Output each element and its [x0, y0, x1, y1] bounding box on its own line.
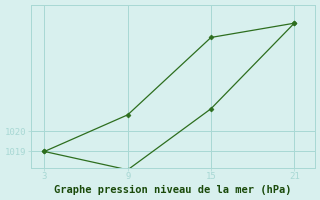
X-axis label: Graphe pression niveau de la mer (hPa): Graphe pression niveau de la mer (hPa) — [54, 185, 292, 195]
